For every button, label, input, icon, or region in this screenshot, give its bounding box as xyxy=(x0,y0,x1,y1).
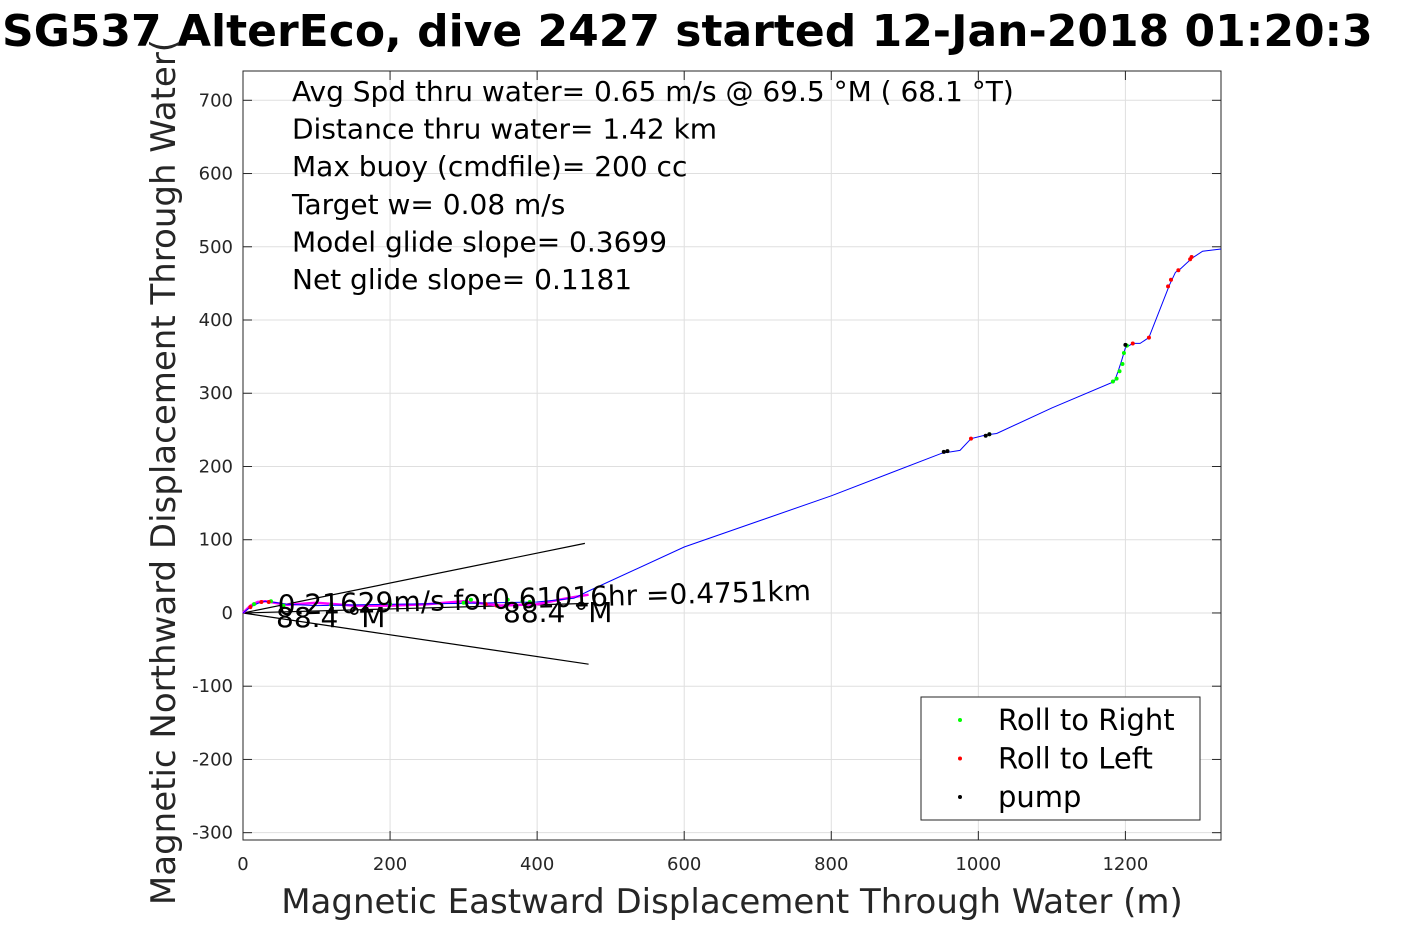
y-tick-label: 200 xyxy=(199,456,233,477)
annotation-line: Target w= 0.08 m/s xyxy=(291,188,565,221)
roll-left-point xyxy=(266,599,271,604)
roll-left-point xyxy=(1146,335,1151,340)
roll-right-point xyxy=(281,603,286,608)
pump-point xyxy=(987,432,992,437)
y-tick-label: 600 xyxy=(199,164,233,185)
legend-box xyxy=(920,696,1201,821)
roll-left-point xyxy=(259,599,264,604)
roll-right-point xyxy=(520,599,525,604)
roll-right-point xyxy=(252,602,257,607)
y-tick-label: -100 xyxy=(192,676,233,697)
x-tick-label: 1200 xyxy=(1102,854,1148,875)
y-tick-label: 0 xyxy=(222,603,233,624)
heading-label: 88.4 °M xyxy=(276,601,385,634)
pump-point xyxy=(941,449,946,454)
legend-marker xyxy=(958,756,962,761)
x-tick-label: 200 xyxy=(373,854,407,875)
roll-left-point xyxy=(1176,268,1181,273)
roll-right-point xyxy=(505,597,510,602)
current-cone-lower-line xyxy=(242,612,589,665)
chart-title: SG537 AlterEco, dive 2427 started 12-Jan… xyxy=(2,6,1373,57)
y-tick-label: 400 xyxy=(199,310,233,331)
roll-right-point xyxy=(329,602,334,607)
y-tick-label: 300 xyxy=(199,383,233,404)
x-tick-label: 0 xyxy=(237,854,248,875)
roll-right-point xyxy=(468,597,473,602)
roll-left-point xyxy=(968,436,973,441)
pump-point xyxy=(1123,342,1128,347)
roll-right-point xyxy=(1110,379,1115,384)
legend-entry: Roll to Right xyxy=(998,703,1175,737)
axis-ticks: 0 200 400 600 800 1000 1200 -300 -200 -100 0 100 200… xyxy=(192,71,1221,875)
legend-marker xyxy=(958,718,962,722)
roll-right-point xyxy=(461,600,466,605)
y-axis-label: Magnetic Northward Displacement Through … xyxy=(144,39,184,905)
current-track-line xyxy=(242,593,589,614)
roll-right-point xyxy=(527,599,532,604)
roll-right-point xyxy=(1120,361,1125,366)
x-tick-label: 600 xyxy=(667,854,701,875)
x-tick-label: 1000 xyxy=(955,854,1001,875)
annotation-line: Net glide slope= 0.1181 xyxy=(292,263,632,296)
roll-left-point xyxy=(494,603,499,608)
annotation-block: Avg Spd thru water= 0.65 m/s @ 69.5 °M (… xyxy=(291,75,1014,296)
roll-left-point xyxy=(1168,277,1173,282)
y-tick-label: -300 xyxy=(192,823,233,844)
annotation-line: Distance thru water= 1.42 km xyxy=(292,113,717,146)
roll-right-point xyxy=(1117,369,1122,374)
y-tick-label: -200 xyxy=(192,749,233,770)
plot-area xyxy=(242,70,1222,841)
grid-lines xyxy=(242,71,1221,840)
x-tick-label: 400 xyxy=(520,854,554,875)
x-axis-label: Magnetic Eastward Displacement Through W… xyxy=(281,882,1183,922)
roll-right-point xyxy=(1114,376,1119,381)
roll-right-point xyxy=(388,602,393,607)
roll-left-point xyxy=(248,605,253,610)
legend-entry: pump xyxy=(998,780,1081,814)
annotation-line: Max buoy (cmdfile)= 200 cc xyxy=(292,150,687,183)
annotation-line: Avg Spd thru water= 0.65 m/s @ 69.5 °M (… xyxy=(292,75,1014,108)
y-tick-label: 500 xyxy=(199,237,233,258)
y-tick-label: 100 xyxy=(199,530,233,551)
current-cone-upper-line xyxy=(242,542,586,614)
roll-left-point xyxy=(1166,284,1171,289)
roll-left-point xyxy=(1189,255,1194,260)
annotation-line: Model glide slope= 0.3699 xyxy=(292,225,667,258)
roll-right-point xyxy=(1121,350,1126,355)
pump-point xyxy=(983,433,988,438)
y-tick-label: 700 xyxy=(199,90,233,111)
legend-entry: Roll to Left xyxy=(998,742,1153,776)
roll-left-point xyxy=(483,602,488,607)
heading-label: 88.4 °M xyxy=(503,596,612,629)
pump-point xyxy=(945,449,950,454)
legend-marker xyxy=(958,795,962,799)
legend: Roll to Right Roll to Left pump xyxy=(920,696,1201,821)
roll-left-point xyxy=(1130,341,1135,346)
x-tick-label: 800 xyxy=(814,854,848,875)
